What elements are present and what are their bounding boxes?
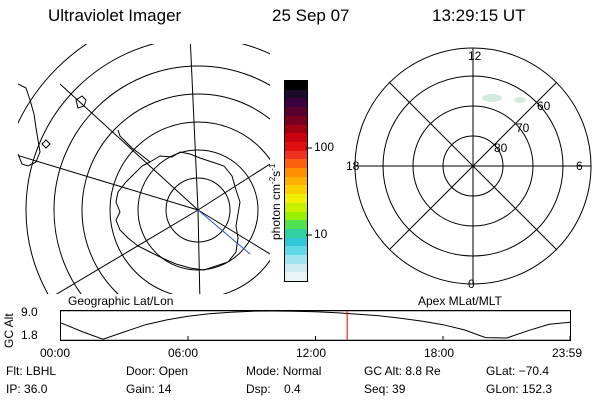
xtick-1800: 18:00 — [424, 346, 455, 360]
unit-photon-cm: photon cm — [269, 183, 283, 240]
gain-label: Gain: — [126, 382, 155, 396]
flt-info: Flt: LBHL — [6, 364, 56, 378]
colorbar-unit-label: photon cm-2s-1 — [268, 164, 283, 240]
mlat-label-60: 60 — [537, 99, 551, 113]
colorbar-segment — [285, 211, 307, 221]
mlt-label-6: 6 — [576, 159, 583, 173]
gcalt-value: 8.8 Re — [405, 364, 441, 378]
colorbar-segment — [285, 220, 307, 229]
seq-value: 39 — [392, 382, 406, 396]
ip-label: IP: — [6, 382, 21, 396]
right-panel-label: Apex MLat/MLT — [418, 294, 502, 308]
dsp-label: Dsp: — [246, 382, 271, 396]
colorbar-segment — [285, 124, 307, 134]
alt-ylabel: GC Alt — [2, 313, 16, 348]
island-coastline — [75, 95, 87, 109]
ytick-1-8: 1.8 — [21, 328, 38, 342]
colorbar-segment — [285, 89, 307, 99]
colorbar-segment — [285, 194, 307, 203]
glon-value: 152.3 — [522, 382, 553, 396]
geographic-map — [18, 44, 270, 294]
unit-s: s — [269, 170, 283, 177]
colorbar-segment — [285, 115, 307, 125]
orbit-track — [197, 209, 251, 255]
unit-exp-cm: -2 — [268, 176, 277, 184]
gain-info: Gain: 14 — [126, 382, 171, 396]
door-info: Door: Open — [126, 364, 188, 378]
dsp-value: 0.4 — [284, 382, 301, 396]
meridian-lines — [18, 44, 270, 294]
mlat-label-70: 70 — [516, 121, 530, 135]
ytick-9: 9.0 — [21, 305, 38, 319]
xtick-2359: 23:59 — [552, 346, 583, 360]
gcalt-label: GC Alt: — [364, 364, 403, 378]
colorbar-segment — [285, 98, 307, 108]
colorbar-tick-100: 100 — [314, 140, 335, 154]
colorbar-segment — [285, 255, 307, 264]
dsp-info: Dsp: 0.4 — [246, 382, 301, 396]
aurora-emission — [482, 94, 526, 103]
color-bar — [284, 80, 308, 282]
unit-exp-s: -1 — [268, 163, 277, 171]
antarctica-coastline — [115, 151, 241, 271]
colorbar-segment — [285, 141, 307, 151]
flt-value: LBHL — [26, 364, 57, 378]
glon-info: GLon: 152.3 — [486, 382, 552, 396]
colorbar-segment — [285, 176, 307, 186]
latitude-circles — [18, 44, 270, 294]
mode-label: Mode: — [246, 364, 280, 378]
door-value: Open — [158, 364, 189, 378]
colorbar-segment — [285, 185, 307, 195]
instrument-title: Ultraviolet Imager — [48, 6, 182, 25]
door-label: Door: — [126, 364, 156, 378]
seq-info: Seq: 39 — [364, 382, 405, 396]
peninsula-coastline — [117, 129, 151, 163]
mlt-label-0: 0 — [468, 277, 475, 291]
colorbar-segment — [285, 263, 307, 273]
colorbar-ticks — [306, 147, 312, 236]
altitude-chart-frame — [60, 310, 571, 341]
glat-label: GLat: — [486, 364, 516, 378]
glat-info: GLat: −70.4 — [486, 364, 549, 378]
date-label: 25 Sep 07 — [272, 6, 350, 25]
colorbar-segment — [285, 272, 307, 282]
xtick-0600: 06:00 — [168, 346, 199, 360]
ip-value: 36.0 — [24, 382, 48, 396]
colorbar-segment — [285, 246, 307, 256]
gcalt-info: GC Alt: 8.8 Re — [364, 364, 441, 378]
seq-label: Seq: — [364, 382, 389, 396]
xtick-1200: 12:00 — [296, 346, 327, 360]
left-panel-label: Geographic Lat/Lon — [68, 294, 174, 308]
gain-value: 14 — [158, 382, 172, 396]
mode-info: Mode: Normal — [246, 364, 321, 378]
colorbar-segment — [285, 202, 307, 212]
island-coastline-2 — [41, 139, 51, 149]
ip-info: IP: 36.0 — [6, 382, 47, 396]
flt-label: Flt: — [6, 364, 23, 378]
mlt-label-18: 18 — [346, 159, 360, 173]
colorbar-segment — [285, 228, 307, 238]
mlt-label-12: 12 — [468, 49, 482, 63]
colorbar-segment — [285, 150, 307, 160]
mode-value: Normal — [282, 364, 322, 378]
altitude-chart — [60, 310, 571, 341]
glon-label: GLon: — [486, 382, 519, 396]
time-label: 13:29:15 UT — [432, 6, 526, 25]
polar-diagonal-2 — [388, 81, 558, 251]
continent-coastline — [18, 83, 41, 167]
glat-value: −70.4 — [518, 364, 550, 378]
colorbar-segment — [285, 159, 307, 169]
mlat-label-80: 80 — [494, 141, 508, 155]
colorbar-segment — [285, 237, 307, 247]
colorbar-segment — [285, 168, 307, 177]
colorbar-segment — [285, 81, 307, 90]
xtick-0000: 00:00 — [40, 346, 71, 360]
colorbar-segment — [285, 133, 307, 142]
polar-plot: 12 18 6 0 60 70 80 — [346, 47, 592, 291]
altitude-series-line — [60, 310, 571, 340]
colorbar-tick-10: 10 — [314, 227, 328, 241]
colorbar-segment — [285, 107, 307, 116]
